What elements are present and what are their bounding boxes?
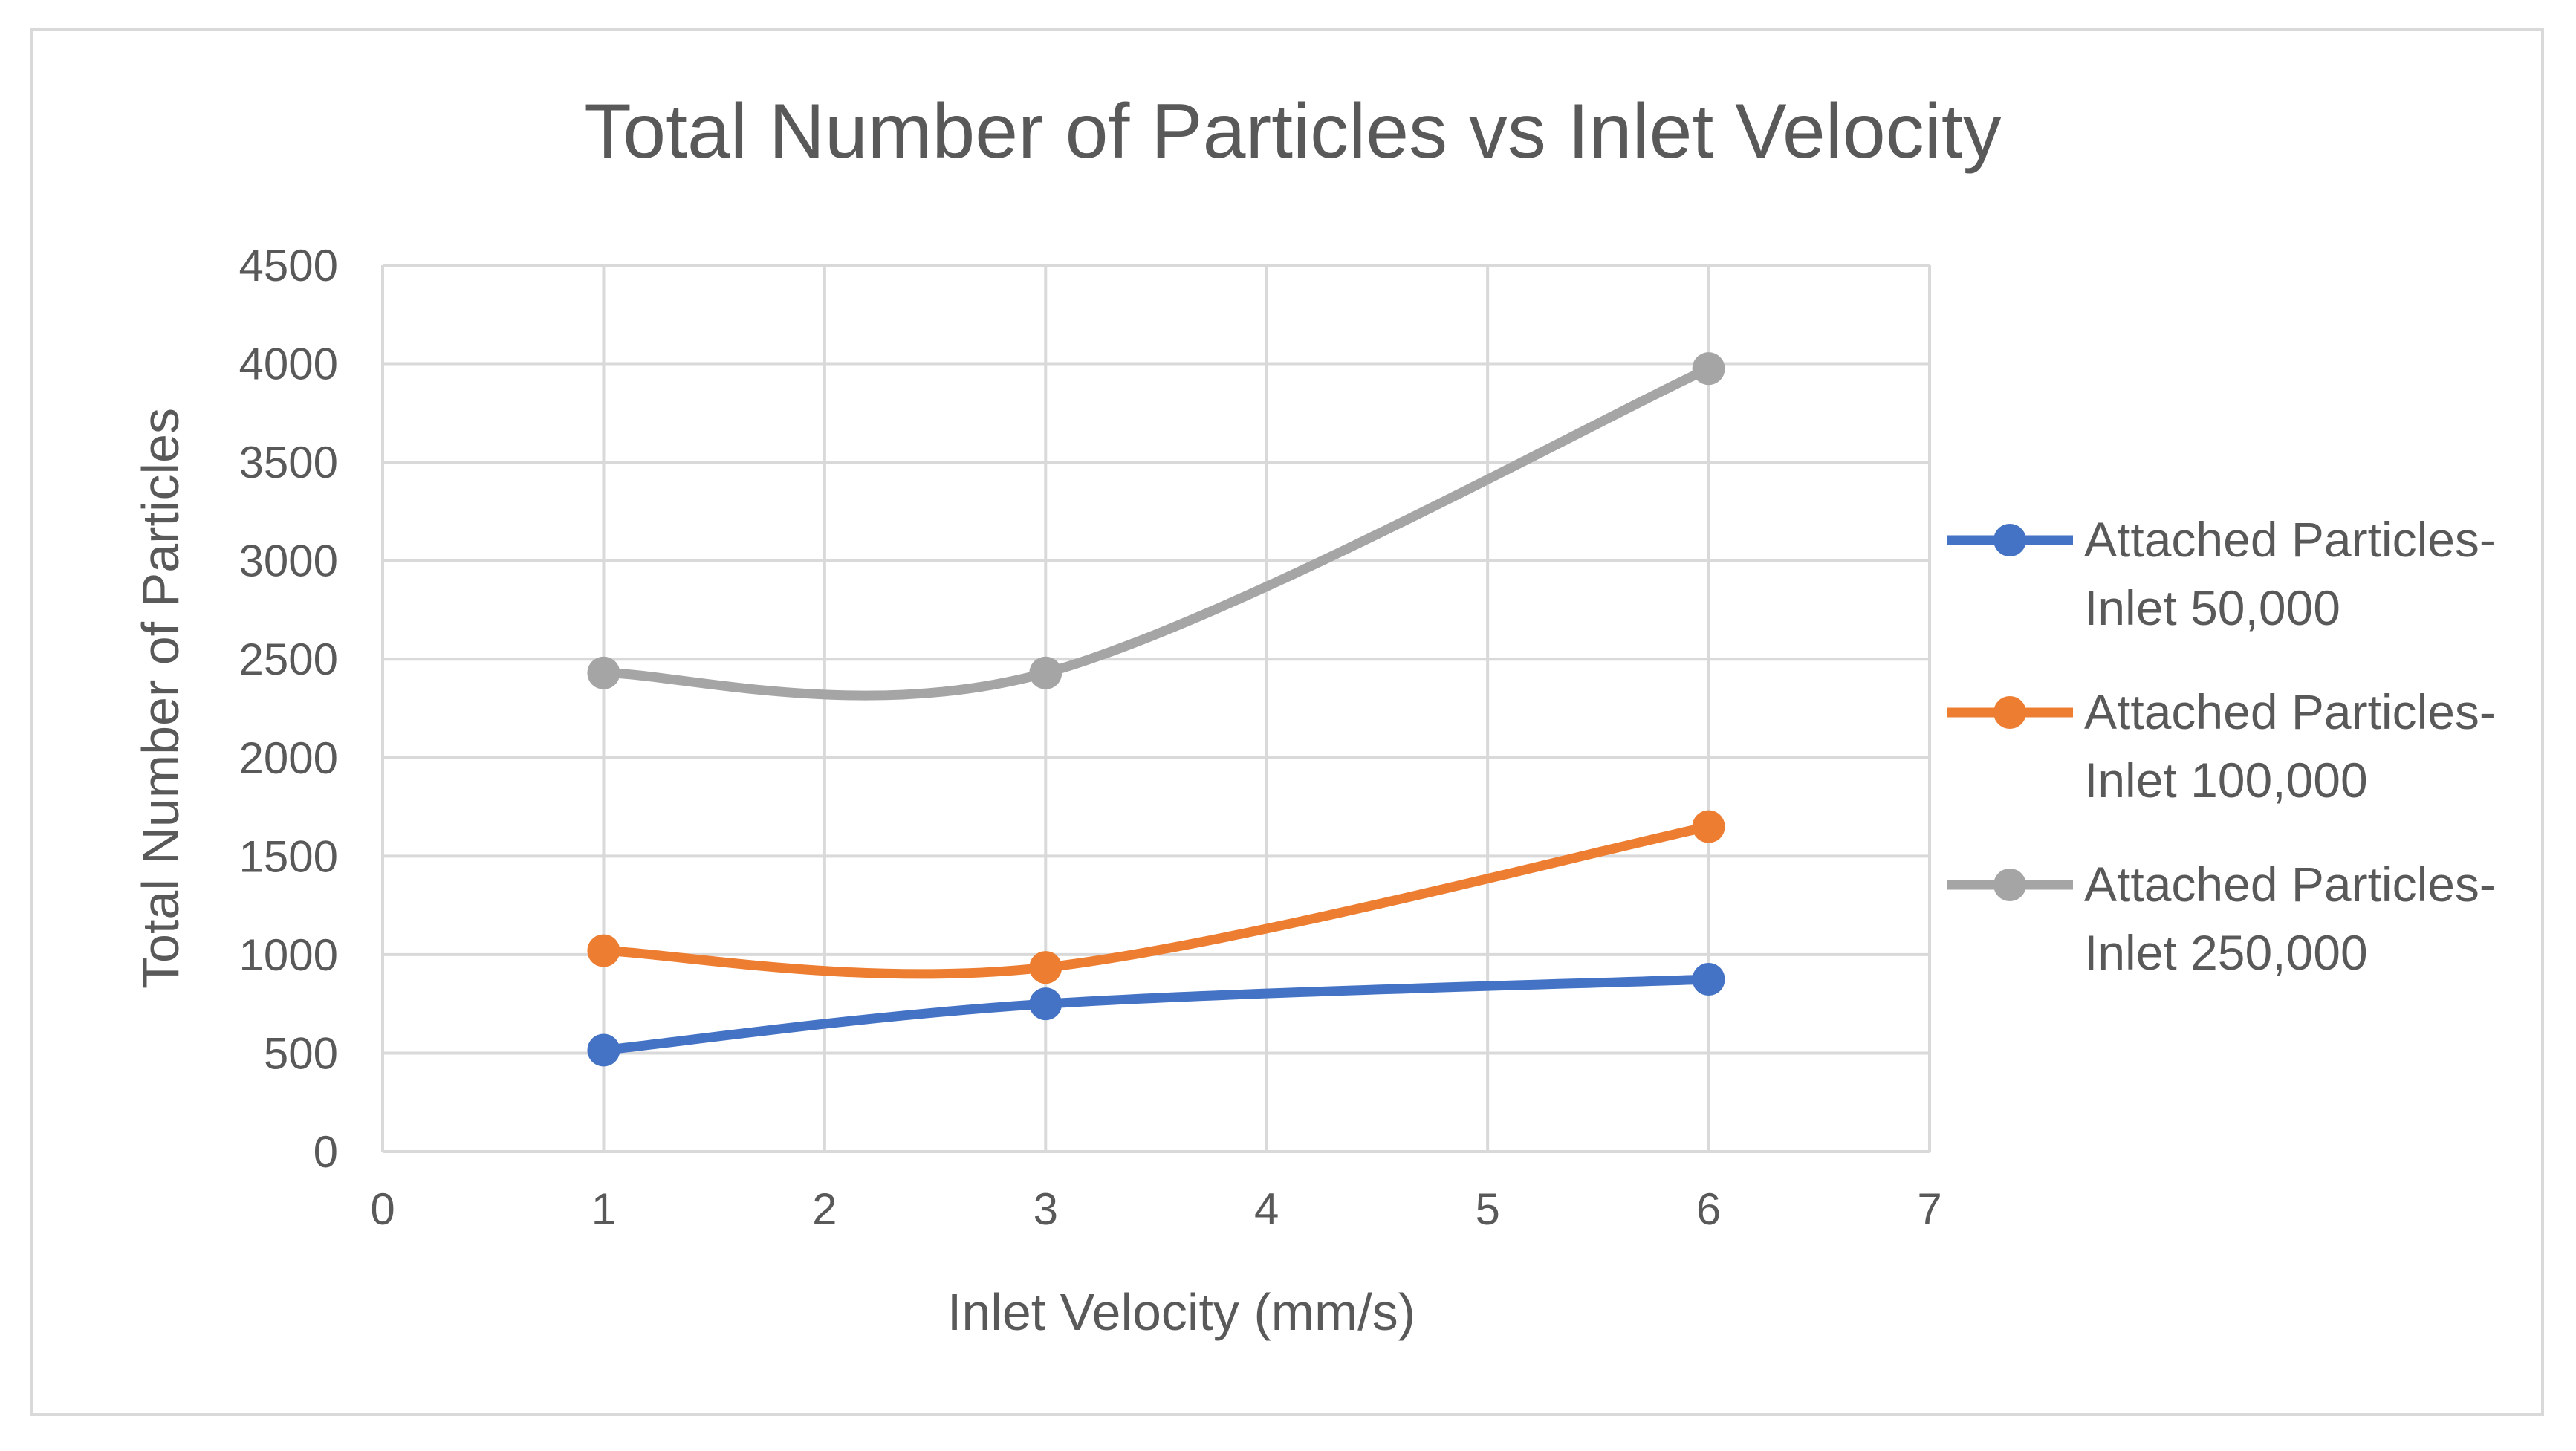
legend-item-2: Attached Particles-Inlet 100,000 <box>1947 684 2496 808</box>
series-line <box>598 822 1714 979</box>
chart-frame <box>30 28 2544 1416</box>
grid <box>381 264 1931 1153</box>
data-point <box>1029 987 1062 1021</box>
legend-label: Attached Particles-Inlet 250,000 <box>2084 857 2496 980</box>
chart-title: Total Number of Particles vs Inlet Veloc… <box>584 88 2001 175</box>
x-tick-label: 7 <box>1917 1184 1941 1234</box>
y-tick-label: 0 <box>314 1127 338 1177</box>
y-axis-label: Total Number of Particles <box>132 408 189 989</box>
data-point <box>1692 352 1725 386</box>
x-tick-label: 4 <box>1254 1184 1279 1234</box>
y-tick-label: 3500 <box>239 438 338 487</box>
series-3 <box>587 352 1725 701</box>
y-tick-label: 2500 <box>239 634 338 684</box>
legend-marker <box>1993 696 2026 729</box>
legend: Attached Particles-Inlet 50,000 Attached … <box>1947 512 2496 980</box>
series-group <box>587 352 1725 1067</box>
x-tick-label: 3 <box>1034 1184 1058 1234</box>
data-point <box>1029 656 1062 689</box>
data-point <box>1692 963 1725 996</box>
legend-marker <box>1993 869 2026 901</box>
legend-item-3: Attached Particles-Inlet 250,000 <box>1947 857 2496 980</box>
y-tick-label: 1000 <box>239 930 338 980</box>
y-axis-ticks: 0 500 1000 1500 2000 2500 3000 3500 4000 4500 <box>239 241 338 1177</box>
legend-label: Attached Particles-Inlet 100,000 <box>2084 684 2496 808</box>
x-axis-ticks: 0 1 2 3 4 5 6 7 <box>370 1184 1941 1234</box>
x-axis-label: Inlet Velocity (mm/s) <box>947 1283 1415 1341</box>
y-tick-label: 4000 <box>239 340 338 389</box>
y-tick-label: 500 <box>264 1028 338 1078</box>
series-line <box>598 363 1714 701</box>
y-tick-label: 4500 <box>239 241 338 290</box>
series-2 <box>587 810 1725 984</box>
legend-marker <box>1993 524 2026 556</box>
x-tick-label: 1 <box>591 1184 616 1234</box>
data-point <box>587 934 620 967</box>
series-line <box>598 974 1714 1055</box>
data-point <box>587 1033 620 1067</box>
data-point <box>1029 951 1062 984</box>
data-point <box>1692 810 1725 843</box>
x-tick-label: 5 <box>1475 1184 1499 1234</box>
legend-label: Attached Particles-Inlet 50,000 <box>2084 512 2496 635</box>
y-tick-label: 1500 <box>239 831 338 881</box>
x-tick-label: 6 <box>1696 1184 1721 1234</box>
legend-item-1: Attached Particles-Inlet 50,000 <box>1947 512 2496 635</box>
y-tick-label: 2000 <box>239 733 338 783</box>
series-1 <box>587 963 1725 1067</box>
y-tick-label: 3000 <box>239 536 338 586</box>
x-tick-label: 2 <box>812 1184 837 1234</box>
x-tick-label: 0 <box>370 1184 395 1234</box>
data-point <box>587 656 620 689</box>
